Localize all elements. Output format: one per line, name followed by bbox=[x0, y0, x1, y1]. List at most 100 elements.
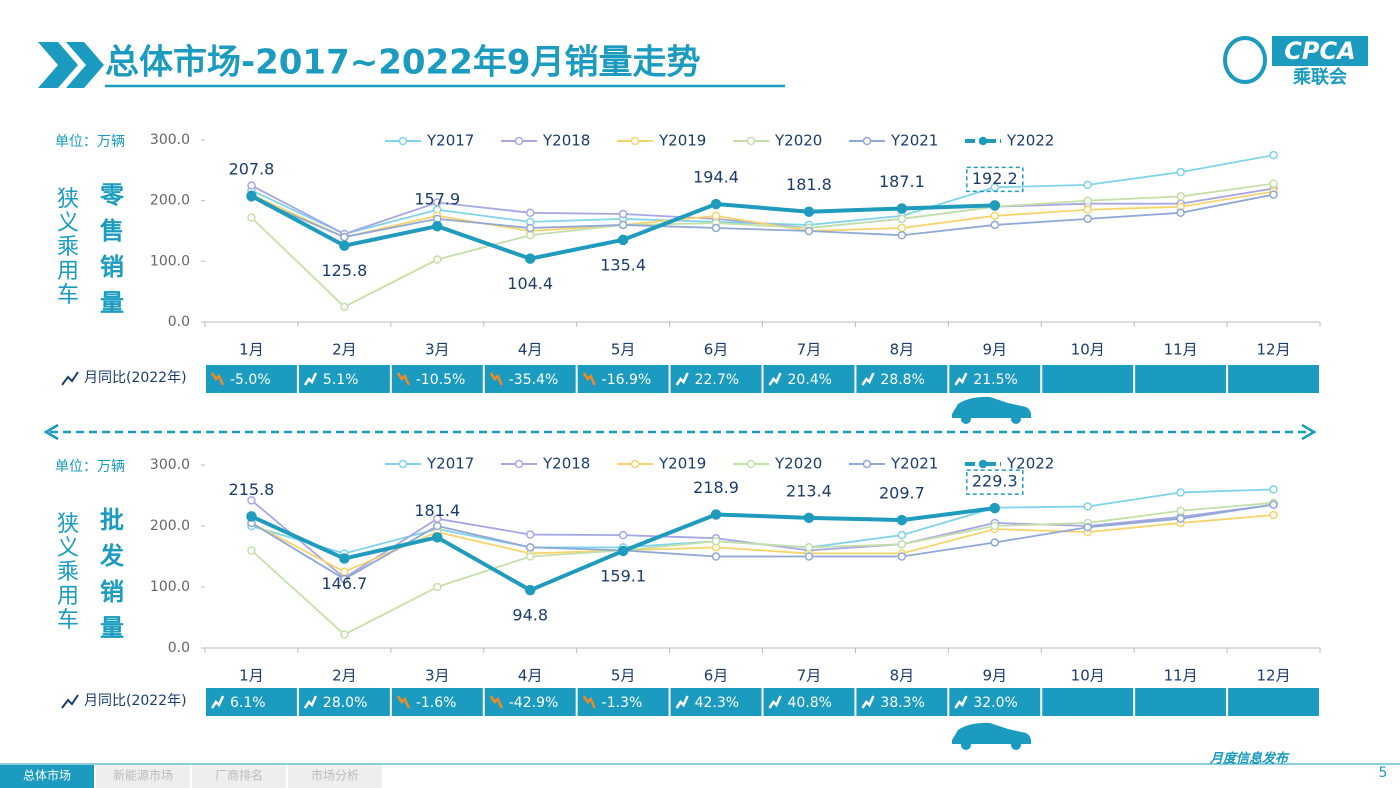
chart-title: 零售销量 bbox=[99, 181, 125, 317]
point bbox=[1083, 502, 1092, 511]
yoy-value: 21.5% bbox=[973, 372, 1017, 388]
yoy-value: 40.8% bbox=[788, 695, 832, 711]
title-char: 销 bbox=[100, 253, 124, 281]
x-tick-label: 9月 bbox=[983, 667, 1008, 685]
data-label: 104.4 bbox=[507, 274, 553, 293]
legend-marker bbox=[978, 459, 988, 469]
side-char: 乘 bbox=[57, 560, 79, 585]
point bbox=[339, 553, 350, 564]
point bbox=[247, 213, 256, 222]
point bbox=[247, 546, 256, 555]
point bbox=[1083, 522, 1092, 532]
title-char: 销 bbox=[100, 578, 124, 606]
point bbox=[989, 502, 1001, 514]
logo-text: CPCA bbox=[1284, 37, 1355, 65]
yoy-value: -16.9% bbox=[602, 372, 652, 388]
x-tick-label: 10月 bbox=[1071, 341, 1105, 359]
data-label: 215.8 bbox=[229, 480, 275, 499]
point bbox=[617, 234, 629, 246]
series-line bbox=[251, 190, 1274, 239]
side-char: 车 bbox=[57, 283, 79, 308]
legend-marker bbox=[514, 136, 524, 146]
series-line bbox=[250, 499, 1274, 579]
trend-icon bbox=[582, 695, 596, 709]
y-tick-label: 100.0 bbox=[150, 253, 190, 269]
yoy-cell bbox=[1042, 365, 1134, 393]
y-tick-label: 300.0 bbox=[150, 132, 190, 148]
point bbox=[1083, 180, 1092, 190]
trend-icon bbox=[861, 695, 875, 709]
side-char: 义 bbox=[57, 536, 79, 561]
point bbox=[524, 584, 536, 596]
side-char: 车 bbox=[57, 608, 79, 633]
point bbox=[1083, 205, 1092, 215]
data-label: 194.4 bbox=[693, 168, 739, 187]
data-label: 94.8 bbox=[512, 606, 548, 625]
x-tick-label: 8月 bbox=[890, 667, 915, 685]
yoy-cell bbox=[1135, 365, 1227, 393]
yoy-value: -10.5% bbox=[416, 372, 466, 388]
legend-marker bbox=[746, 459, 756, 469]
point bbox=[433, 198, 442, 207]
x-tick-label: 5月 bbox=[611, 341, 636, 359]
legend-marker bbox=[862, 459, 872, 469]
title-char: 批 bbox=[100, 506, 124, 534]
point bbox=[432, 532, 443, 543]
trend-icon bbox=[489, 695, 503, 709]
yoy-value: 22.7% bbox=[695, 372, 739, 388]
point bbox=[990, 220, 1000, 230]
title-char: 量 bbox=[100, 289, 124, 317]
point bbox=[247, 181, 256, 190]
legend-marker bbox=[398, 459, 408, 469]
x-tick-label: 11月 bbox=[1164, 667, 1198, 685]
point bbox=[897, 223, 907, 233]
point bbox=[804, 552, 814, 561]
data-label: 187.1 bbox=[879, 172, 925, 191]
title-char: 零 bbox=[99, 181, 125, 209]
trend-icon bbox=[954, 695, 968, 709]
trend-icon bbox=[210, 695, 225, 709]
point bbox=[897, 552, 907, 561]
legend-label: Y2020 bbox=[774, 132, 822, 150]
data-label: 209.7 bbox=[879, 484, 925, 503]
yoy-value: 32.0% bbox=[973, 695, 1017, 711]
point bbox=[896, 514, 908, 526]
side-char: 狭 bbox=[57, 187, 79, 212]
side-char: 乘 bbox=[57, 235, 79, 260]
point bbox=[804, 543, 814, 552]
point bbox=[1269, 179, 1278, 188]
point bbox=[711, 223, 721, 233]
side-char: 狭 bbox=[57, 512, 79, 537]
x-tick-label: 9月 bbox=[983, 341, 1008, 359]
legend-label: Y2020 bbox=[774, 455, 822, 473]
point bbox=[1269, 485, 1278, 494]
x-tick-label: 7月 bbox=[797, 341, 822, 359]
x-tick-label: 2月 bbox=[332, 667, 357, 685]
page-title: 总体市场-2017~2022年9月销量走势 bbox=[105, 43, 701, 83]
title-char: 售 bbox=[100, 217, 124, 245]
legend-label: Y2017 bbox=[426, 132, 474, 150]
point bbox=[432, 220, 443, 232]
trend-icon bbox=[489, 372, 503, 386]
legend-marker bbox=[398, 136, 408, 146]
x-tick-label: 2月 bbox=[332, 341, 357, 359]
legend-label: Y2018 bbox=[542, 455, 590, 473]
y-tick-label: 100.0 bbox=[150, 579, 190, 595]
y-tick-label: 0.0 bbox=[168, 640, 190, 656]
point bbox=[710, 509, 722, 520]
y-tick-label: 300.0 bbox=[150, 457, 190, 473]
point bbox=[1176, 506, 1185, 515]
point bbox=[340, 630, 349, 639]
point bbox=[896, 203, 908, 214]
point bbox=[1269, 190, 1278, 199]
yoy-value: -1.6% bbox=[416, 695, 457, 711]
x-tick-label: 6月 bbox=[704, 341, 729, 359]
legend-label: Y2019 bbox=[658, 132, 706, 150]
point bbox=[1176, 488, 1185, 497]
yoy-value: 6.1% bbox=[230, 695, 266, 711]
point bbox=[990, 521, 1000, 531]
legend-label: Y2022 bbox=[1006, 132, 1054, 150]
yoy-cell bbox=[1042, 688, 1134, 716]
point bbox=[618, 209, 628, 219]
